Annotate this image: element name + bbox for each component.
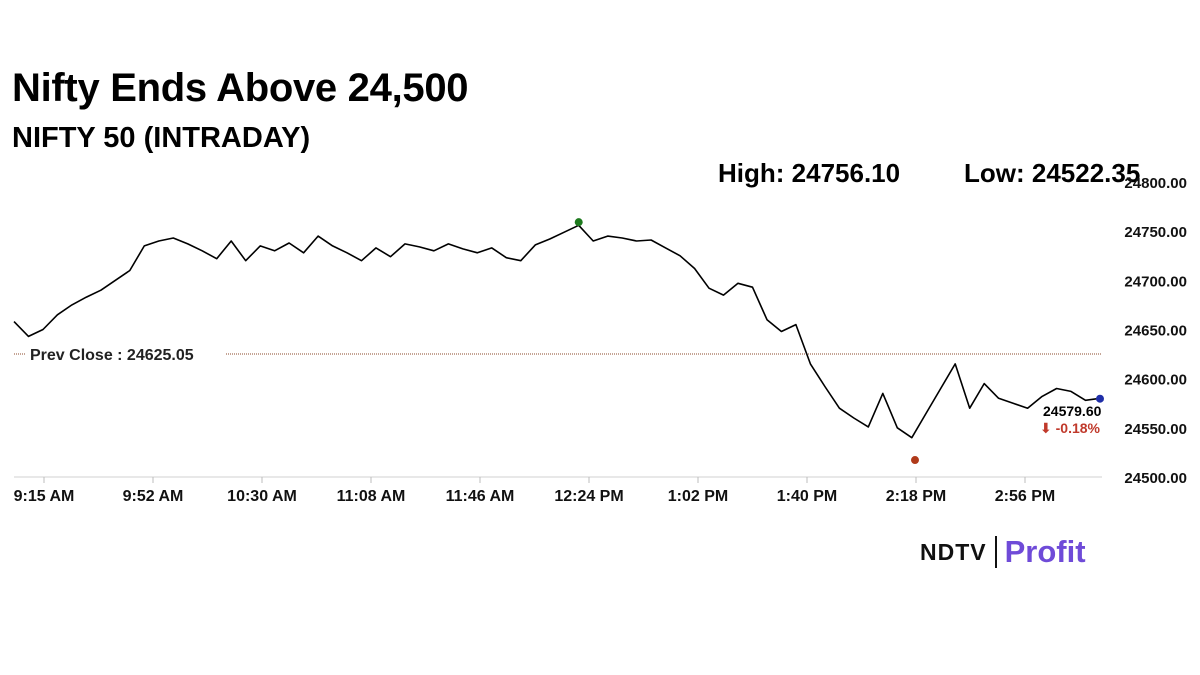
nifty-price-line	[13, 224, 1101, 439]
x-tick-label: 2:56 PM	[995, 488, 1055, 505]
x-tick-label: 1:02 PM	[668, 488, 728, 505]
logo-profit-wordmark: Profit	[1004, 534, 1086, 569]
y-tick-label: 24550.00	[1124, 421, 1187, 438]
ndtv-profit-logo: NDTV Profit	[920, 532, 1086, 572]
x-tick-label: 1:40 PM	[777, 488, 837, 505]
chart-subtitle: NIFTY 50 (INTRADAY)	[12, 122, 311, 154]
x-tick-label: 2:18 PM	[886, 488, 946, 505]
chart-title: Nifty Ends Above 24,500	[12, 66, 469, 110]
y-tick-label: 24500.00	[1124, 470, 1187, 487]
y-tick-label: 24650.00	[1124, 323, 1187, 340]
day-low-marker	[911, 456, 919, 465]
last-price-marker	[1096, 394, 1104, 403]
y-tick-label: 24800.00	[1124, 175, 1187, 192]
x-tick-label: 12:24 PM	[554, 488, 623, 505]
change-percent-label: ⬇ -0.18%	[1040, 420, 1101, 436]
x-tick-label: 9:15 AM	[14, 488, 75, 505]
logo-ndtv-wordmark: NDTV	[920, 538, 987, 565]
x-tick-label: 11:08 AM	[337, 488, 406, 505]
x-tick-label: 9:52 AM	[123, 488, 184, 505]
last-price-label: 24579.60	[1043, 403, 1102, 419]
x-tick-label: 10:30 AM	[227, 488, 297, 505]
day-high-marker	[574, 218, 583, 227]
prev-close-label: Prev Close : 24625.05	[30, 347, 194, 364]
x-tick-label: 11:46 AM	[446, 488, 515, 505]
prev-close-label-bg	[26, 344, 226, 363]
y-tick-label: 24700.00	[1124, 273, 1187, 290]
y-tick-label: 24600.00	[1124, 372, 1187, 389]
day-low-label: Low: 24522.35	[964, 158, 1141, 188]
y-tick-label: 24750.00	[1124, 224, 1187, 241]
day-high-label: High: 24756.10	[718, 158, 901, 188]
logo-divider	[994, 536, 997, 568]
